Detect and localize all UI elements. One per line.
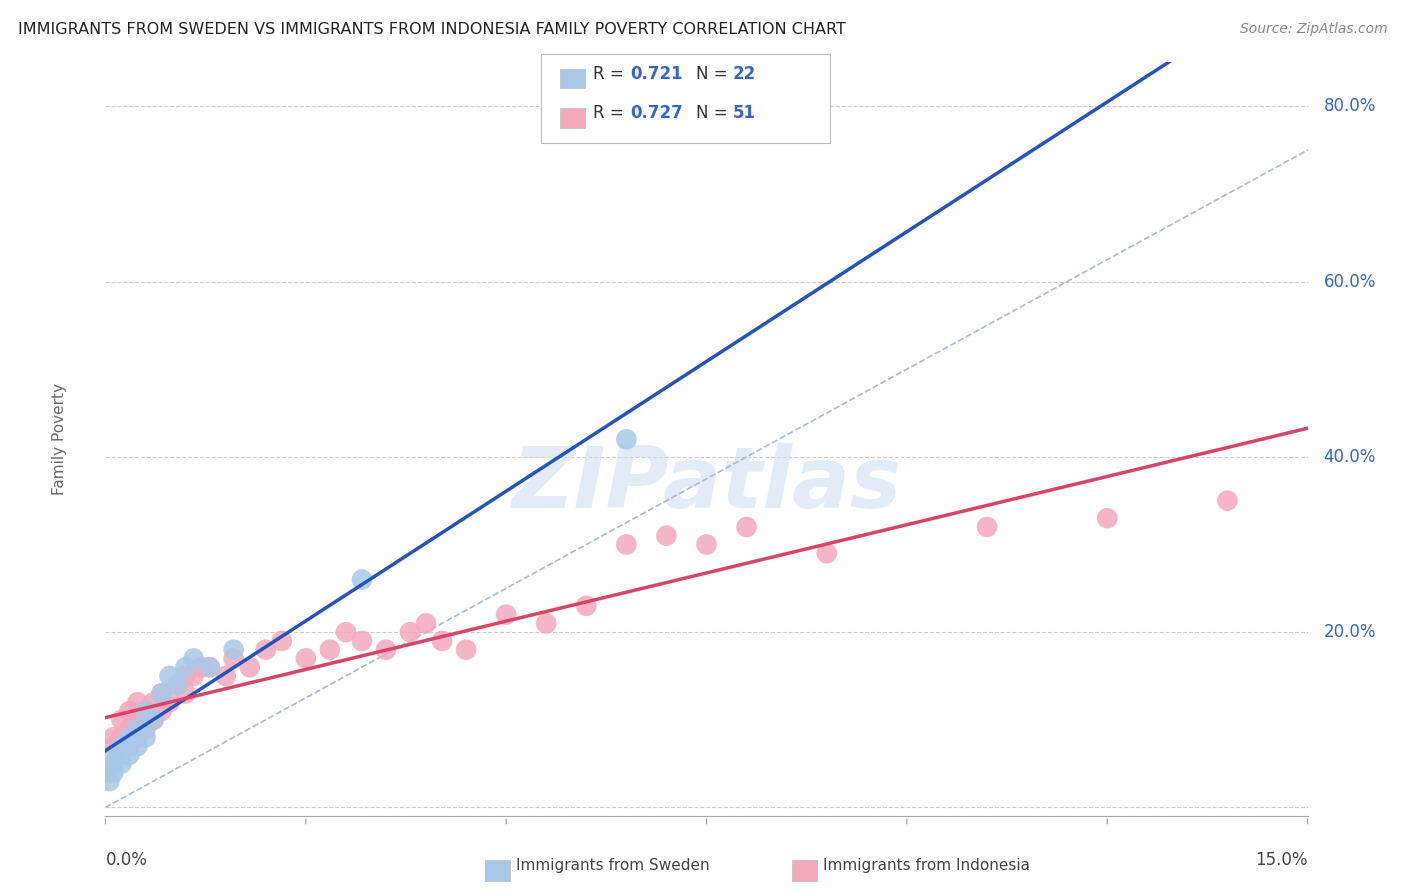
Point [103, 765, 125, 780]
Point [127, 739, 149, 753]
Point [616, 537, 638, 551]
Point [254, 642, 277, 657]
Point [118, 731, 141, 745]
Point [1216, 493, 1239, 508]
Point [135, 704, 157, 718]
Point [142, 695, 165, 709]
Point [127, 722, 149, 736]
Point [110, 747, 132, 762]
Point [135, 722, 157, 736]
Text: 0.727: 0.727 [630, 104, 683, 122]
Point [118, 722, 141, 736]
Point [118, 747, 141, 762]
Point [142, 713, 165, 727]
Text: R =: R = [593, 65, 630, 83]
Point [198, 660, 221, 674]
Point [374, 642, 398, 657]
Point [214, 669, 236, 683]
Text: 15.0%: 15.0% [1256, 851, 1308, 869]
Point [1097, 511, 1119, 525]
Point [976, 520, 998, 534]
Text: 0.721: 0.721 [630, 65, 682, 83]
Point [350, 573, 373, 587]
Point [103, 747, 125, 762]
Point [222, 642, 245, 657]
Point [135, 731, 157, 745]
Point [454, 642, 477, 657]
Point [110, 739, 132, 753]
Text: N =: N = [696, 65, 733, 83]
Point [575, 599, 598, 613]
Point [174, 660, 197, 674]
Point [696, 537, 718, 551]
Point [295, 651, 318, 665]
Text: 0.0%: 0.0% [105, 851, 148, 869]
Point [127, 713, 149, 727]
Point [319, 642, 342, 657]
Text: IMMIGRANTS FROM SWEDEN VS IMMIGRANTS FROM INDONESIA FAMILY POVERTY CORRELATION C: IMMIGRANTS FROM SWEDEN VS IMMIGRANTS FRO… [18, 22, 846, 37]
Text: Immigrants from Indonesia: Immigrants from Indonesia [823, 858, 1029, 872]
Point [159, 695, 181, 709]
Point [415, 616, 437, 631]
Point [222, 651, 245, 665]
Point [190, 660, 212, 674]
Point [335, 625, 357, 640]
Point [127, 695, 149, 709]
Text: Family Poverty: Family Poverty [52, 384, 67, 495]
Point [118, 704, 141, 718]
Point [534, 616, 557, 631]
Text: Immigrants from Sweden: Immigrants from Sweden [516, 858, 710, 872]
Text: 40.0%: 40.0% [1323, 448, 1376, 466]
Text: 22: 22 [733, 65, 756, 83]
Point [270, 633, 292, 648]
Text: N =: N = [696, 104, 733, 122]
Point [103, 756, 125, 771]
Text: 20.0%: 20.0% [1323, 624, 1376, 641]
Point [239, 660, 262, 674]
Point [815, 546, 838, 560]
Text: 80.0%: 80.0% [1323, 97, 1376, 115]
Text: 51: 51 [733, 104, 755, 122]
Point [350, 633, 373, 648]
Point [616, 433, 638, 447]
Point [183, 669, 205, 683]
Point [430, 633, 453, 648]
Point [118, 739, 141, 753]
Point [150, 686, 173, 700]
Point [110, 731, 132, 745]
Point [166, 678, 188, 692]
Point [399, 625, 422, 640]
Point [98, 774, 121, 789]
Point [103, 756, 125, 771]
Point [655, 529, 678, 543]
Point [110, 713, 132, 727]
Point [150, 704, 173, 718]
Point [159, 669, 181, 683]
Point [103, 731, 125, 745]
Point [495, 607, 517, 622]
Point [198, 660, 221, 674]
Point [142, 713, 165, 727]
Text: Source: ZipAtlas.com: Source: ZipAtlas.com [1240, 22, 1388, 37]
Text: R =: R = [593, 104, 630, 122]
Text: ZIPatlas: ZIPatlas [512, 443, 901, 526]
Point [735, 520, 758, 534]
Point [127, 731, 149, 745]
Point [103, 739, 125, 753]
Point [150, 686, 173, 700]
Point [110, 756, 132, 771]
Point [135, 704, 157, 718]
Point [174, 686, 197, 700]
Point [166, 678, 188, 692]
Point [174, 669, 197, 683]
Point [98, 765, 121, 780]
Text: 60.0%: 60.0% [1323, 273, 1376, 291]
Point [183, 651, 205, 665]
